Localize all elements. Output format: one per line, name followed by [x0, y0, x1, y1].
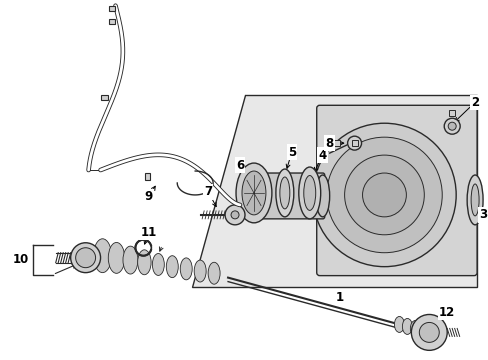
Ellipse shape — [315, 175, 329, 217]
Bar — [145, 173, 150, 180]
Text: 4: 4 — [318, 149, 326, 162]
Bar — [351, 140, 357, 146]
Ellipse shape — [122, 246, 138, 274]
Ellipse shape — [303, 176, 315, 210]
Ellipse shape — [208, 262, 220, 284]
Ellipse shape — [76, 248, 95, 268]
Circle shape — [312, 123, 455, 267]
Ellipse shape — [180, 258, 192, 280]
Ellipse shape — [241, 175, 254, 217]
Text: 10: 10 — [13, 253, 29, 266]
Ellipse shape — [279, 177, 289, 209]
Text: 2: 2 — [470, 96, 478, 109]
Text: 5: 5 — [287, 145, 295, 159]
Ellipse shape — [298, 167, 320, 219]
Text: 7: 7 — [203, 185, 212, 198]
Ellipse shape — [236, 163, 271, 223]
Text: 8: 8 — [325, 137, 333, 150]
Circle shape — [443, 118, 459, 134]
Text: 9: 9 — [144, 190, 152, 203]
Ellipse shape — [138, 250, 151, 275]
Ellipse shape — [417, 323, 427, 338]
Bar — [101, 95, 107, 100]
Ellipse shape — [93, 239, 111, 273]
Ellipse shape — [275, 169, 293, 217]
Text: 12: 12 — [438, 306, 454, 319]
Circle shape — [447, 122, 455, 130]
Ellipse shape — [166, 256, 178, 278]
Circle shape — [230, 211, 239, 219]
Ellipse shape — [152, 253, 164, 275]
Ellipse shape — [71, 243, 101, 273]
Circle shape — [347, 136, 361, 150]
Text: 3: 3 — [478, 208, 486, 221]
Ellipse shape — [394, 316, 404, 332]
FancyBboxPatch shape — [316, 105, 476, 276]
Ellipse shape — [242, 171, 265, 215]
Polygon shape — [192, 95, 476, 287]
Bar — [108, 6, 115, 11]
Circle shape — [419, 323, 438, 342]
Ellipse shape — [108, 242, 124, 273]
Bar — [108, 19, 115, 24]
Bar — [448, 110, 454, 116]
Text: 11: 11 — [140, 226, 156, 239]
Ellipse shape — [426, 324, 435, 340]
Circle shape — [326, 137, 441, 253]
Circle shape — [224, 205, 244, 225]
Ellipse shape — [466, 175, 482, 225]
Text: 1: 1 — [335, 291, 343, 304]
Circle shape — [344, 155, 424, 235]
Text: 6: 6 — [235, 158, 244, 172]
Ellipse shape — [409, 320, 420, 336]
Ellipse shape — [470, 184, 478, 216]
Ellipse shape — [194, 260, 206, 282]
Circle shape — [362, 173, 406, 217]
Circle shape — [410, 315, 447, 350]
FancyBboxPatch shape — [245, 173, 324, 219]
Bar — [333, 140, 339, 146]
Ellipse shape — [402, 319, 411, 334]
